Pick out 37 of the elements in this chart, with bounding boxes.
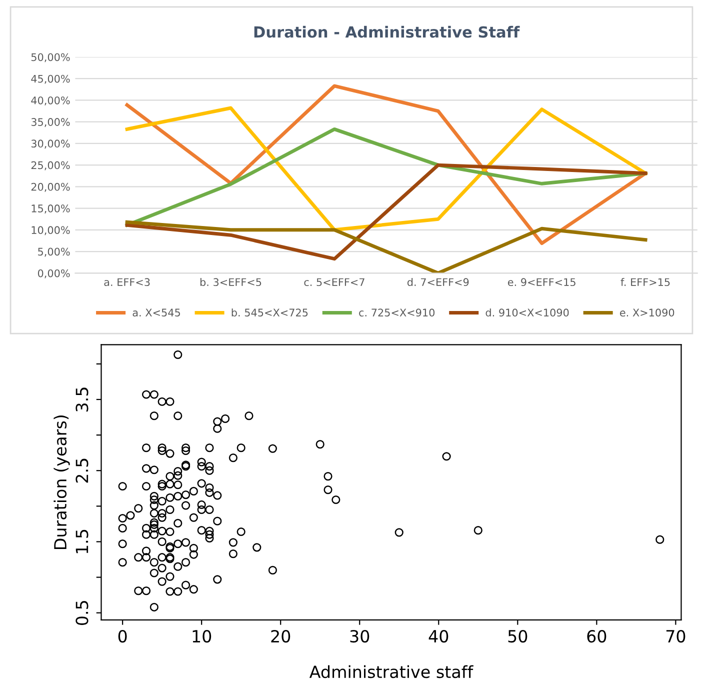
legend-label: c. 725<X<910 xyxy=(359,308,435,317)
x-tick-label: c. 5<EFF<7 xyxy=(304,278,364,286)
y-tick-label: 20,00% xyxy=(31,182,70,192)
x-tick-label: 20 xyxy=(271,630,290,643)
x-tick-label: 10 xyxy=(192,630,212,643)
y-tick-label: 5,00% xyxy=(38,248,70,257)
x-tick-label: a. EFF<3 xyxy=(104,278,150,286)
y-tick-label: 40,00% xyxy=(31,96,70,106)
legend-label: e. X>1090 xyxy=(620,308,674,317)
x-tick-label: 30 xyxy=(350,630,370,643)
x-tick-label: f. EFF>15 xyxy=(620,278,670,286)
x-tick-label: d. 7<EFF<9 xyxy=(407,278,469,286)
x-tick-label: b. 3<EFF<5 xyxy=(200,278,262,286)
x-tick-label: 0 xyxy=(118,630,127,643)
x-tick-label: 60 xyxy=(587,630,606,643)
y-tick-label: 10,00% xyxy=(32,226,70,236)
y-tick-label: 0.5 xyxy=(76,601,88,625)
y-tick-label: 50,00% xyxy=(31,53,70,62)
y-tick-label: 45,00% xyxy=(31,74,70,84)
y-tick-label: 25,00% xyxy=(31,161,70,170)
y-tick-label: 30,00% xyxy=(31,140,70,149)
x-tick-label: 70 xyxy=(666,630,686,643)
legend-label: b. 545<X<725 xyxy=(232,308,308,317)
legend-label: d. 910<X<1090 xyxy=(486,308,569,317)
y-tick-label: 0,00% xyxy=(38,269,70,278)
y-tick-label: 2.5 xyxy=(76,458,88,483)
y-axis-title: Duration (years) xyxy=(54,415,70,549)
y-tick-label: 15,00% xyxy=(32,204,70,214)
x-tick-label: e. 9<EFF<15 xyxy=(508,278,576,286)
x-tick-label: 50 xyxy=(508,630,528,643)
legend-label: a. X<545 xyxy=(132,308,180,317)
x-tick-label: 40 xyxy=(428,630,448,643)
x-axis-title: Administrative staff xyxy=(309,665,474,678)
y-tick-label: 1.5 xyxy=(76,530,88,554)
chart-title: Duration - Administrative Staff xyxy=(254,26,520,38)
y-tick-label: 3.5 xyxy=(76,388,88,412)
y-tick-label: 35,00% xyxy=(31,118,70,127)
